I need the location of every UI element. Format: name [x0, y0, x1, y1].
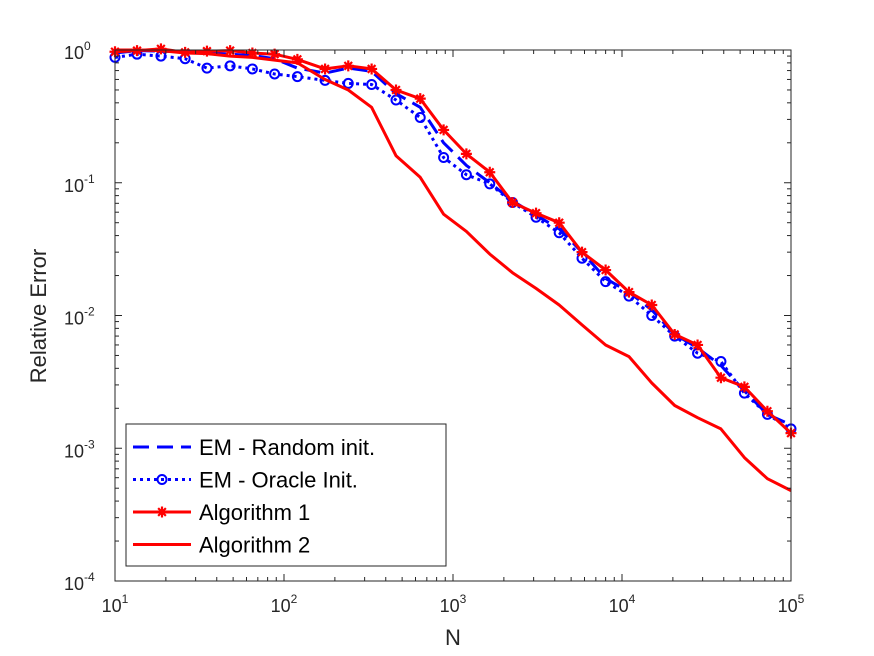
y-tick-label: 10-3: [64, 437, 95, 461]
legend-entry-algorithm-1: Algorithm 1: [133, 500, 310, 525]
y-tick-label: 100: [64, 39, 91, 63]
data-point-algorithm-1: [201, 45, 213, 57]
legend-label: Algorithm 1: [199, 500, 310, 525]
legend-label: Algorithm 2: [199, 533, 310, 558]
legend: EM - Random init. EM - Oracle Init. Algori…: [125, 423, 447, 567]
x-tick-label: 105: [778, 592, 805, 616]
data-point-em-oracle-init: [414, 112, 426, 124]
data-point-algorithm-1: [530, 207, 542, 219]
series-algorithm-2: [115, 48, 792, 492]
data-point-algorithm-1: [623, 286, 635, 298]
series-layer: [109, 43, 797, 492]
data-point-em-oracle-init: [484, 178, 496, 190]
x-tick-base: 10: [778, 596, 798, 616]
y-tick-exponent: -3: [84, 437, 95, 451]
x-tick-base: 10: [102, 596, 122, 616]
data-point-em-oracle-init: [201, 62, 213, 74]
data-point-algorithm-1: [738, 381, 750, 393]
data-point-algorithm-1: [438, 124, 450, 136]
data-point-algorithm-1: [669, 328, 681, 340]
y-tick-label: 10-1: [64, 172, 95, 196]
data-point-algorithm-1: [576, 246, 588, 258]
legend-entry-algorithm-2: Algorithm 2: [133, 533, 310, 558]
data-point-em-oracle-init: [438, 151, 450, 163]
legend-marker: [156, 474, 168, 485]
data-point-em-oracle-init: [600, 276, 612, 288]
data-point-algorithm-1: [366, 63, 378, 75]
data-point-em-oracle-init: [269, 68, 281, 80]
x-tick-label: 103: [440, 592, 467, 616]
y-axis-label: Relative Error: [26, 249, 51, 383]
data-point-algorithm-1: [414, 93, 426, 105]
data-point-em-oracle-init: [291, 71, 303, 83]
y-tick-exponent: -1: [84, 172, 95, 186]
x-tick-exponent: 2: [291, 592, 298, 606]
data-point-algorithm-1: [390, 84, 402, 96]
series-line-algorithm-2: [115, 48, 792, 492]
x-tick-label: 104: [609, 592, 636, 616]
x-axis-label: N: [445, 625, 461, 650]
data-point-em-oracle-init: [246, 63, 258, 75]
y-tick-base: 10: [64, 43, 84, 63]
legend-entry-em-random-init: EM - Random init.: [133, 435, 375, 460]
data-point-algorithm-1: [692, 339, 704, 351]
x-tick-exponent: 4: [629, 592, 636, 606]
data-point-em-oracle-init: [553, 227, 565, 239]
data-point-algorithm-1: [155, 43, 167, 55]
legend-marker: [156, 506, 168, 518]
data-point-algorithm-1: [224, 45, 236, 57]
y-tick-exponent: 0: [84, 39, 91, 53]
data-point-algorithm-1: [715, 372, 727, 384]
data-point-algorithm-1: [761, 405, 773, 417]
x-tick-base: 10: [440, 596, 460, 616]
x-tick-exponent: 3: [460, 592, 467, 606]
y-tick-base: 10: [64, 176, 84, 196]
data-point-algorithm-1: [269, 48, 281, 60]
x-tick-exponent: 1: [122, 592, 129, 606]
legend-box: [125, 423, 447, 567]
data-point-em-oracle-init: [366, 78, 378, 90]
y-tick-base: 10: [64, 441, 84, 461]
y-tick-label: 10-2: [64, 305, 95, 329]
data-point-algorithm-1: [484, 166, 496, 178]
data-point-algorithm-1: [319, 63, 331, 75]
data-point-em-oracle-init: [224, 60, 236, 72]
y-tick-base: 10: [64, 309, 84, 329]
data-point-algorithm-1: [246, 47, 258, 59]
data-point-algorithm-1: [291, 53, 303, 65]
y-tick-exponent: -2: [84, 305, 95, 319]
legend-label: EM - Oracle Init.: [199, 468, 358, 493]
y-tick-base: 10: [64, 574, 84, 594]
x-tick-label: 102: [271, 592, 298, 616]
x-tick-base: 10: [271, 596, 291, 616]
data-point-algorithm-1: [600, 264, 612, 276]
data-point-em-oracle-init: [646, 310, 658, 321]
y-tick-label: 10-4: [64, 570, 95, 594]
legend-entry-em-oracle-init: EM - Oracle Init.: [133, 468, 358, 493]
data-point-algorithm-1: [553, 217, 565, 229]
y-tick-exponent: -4: [84, 570, 95, 584]
data-point-algorithm-1: [342, 60, 354, 72]
data-point-em-oracle-init: [715, 356, 727, 368]
data-point-algorithm-1: [646, 299, 658, 311]
x-tick-label: 101: [102, 592, 129, 616]
x-tick-base: 10: [609, 596, 629, 616]
data-point-algorithm-1: [507, 196, 519, 208]
data-point-em-oracle-init: [390, 94, 402, 106]
x-tick-exponent: 5: [798, 592, 805, 606]
data-point-algorithm-1: [460, 148, 472, 160]
legend-label: EM - Random init.: [199, 435, 375, 460]
data-point-em-oracle-init: [342, 77, 354, 89]
data-point-em-oracle-init: [460, 169, 472, 181]
